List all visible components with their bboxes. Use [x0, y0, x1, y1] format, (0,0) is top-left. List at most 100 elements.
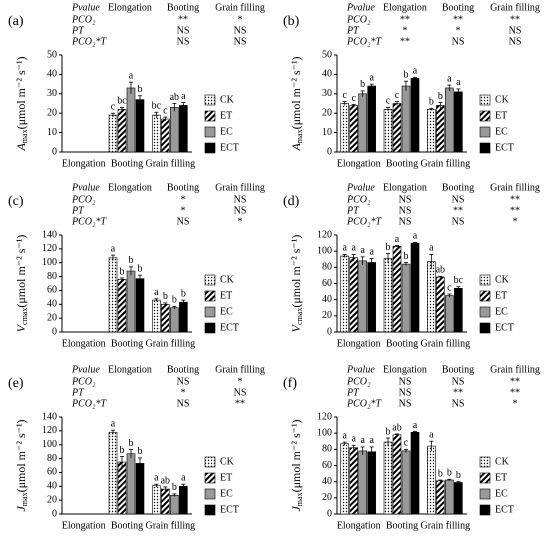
table-cell: * — [238, 376, 243, 387]
table-header: Elongation — [383, 364, 427, 375]
bar — [179, 301, 188, 333]
bar — [454, 91, 463, 153]
table-cell: * — [181, 194, 186, 205]
x-tick-label: Grain filling — [145, 520, 195, 531]
legend-label: CK — [495, 94, 510, 105]
y-tick-label: 40 — [322, 69, 332, 80]
significance-letter: a — [342, 430, 347, 441]
bar — [349, 105, 358, 153]
table-header: Pvalue — [71, 364, 100, 375]
significance-letter: b — [163, 291, 168, 302]
error-bar — [138, 274, 142, 283]
error-bar — [138, 457, 142, 469]
error-bar — [342, 441, 347, 446]
x-tick-label: Elongation — [62, 520, 106, 531]
significance-letter: b — [438, 468, 443, 479]
legend-label: EC — [495, 306, 508, 317]
table-row-label: PCO₂*T — [346, 216, 382, 227]
table-cell: ** — [453, 205, 463, 216]
bar — [152, 485, 161, 515]
significance-letter: b — [129, 255, 134, 266]
y-tick-label: 0 — [327, 146, 332, 157]
significance-letter: a — [129, 70, 134, 81]
y-label-subscript: max — [20, 129, 29, 143]
table-header: Elongation — [108, 364, 152, 375]
error-bar — [429, 107, 434, 111]
legend-swatch — [479, 504, 491, 516]
table-header: Elongation — [383, 182, 427, 193]
table-cell: NS — [509, 25, 522, 36]
significance-letter: b — [447, 468, 452, 479]
y-label-unit: (μmol m⁻² s⁻¹) — [289, 235, 303, 308]
bar — [108, 114, 118, 153]
x-tick-label: Booting — [386, 338, 418, 349]
y-tick-label: 10 — [322, 127, 332, 138]
bar — [445, 87, 454, 153]
table-row-label: PCO₂*T — [71, 398, 107, 409]
significance-letter: a — [447, 73, 452, 84]
table-cell: NS — [399, 194, 412, 205]
table-cell: * — [238, 216, 243, 227]
bar — [135, 99, 145, 153]
bar — [126, 270, 136, 333]
bar — [126, 453, 136, 515]
error-bar — [386, 106, 390, 112]
y-axis-label: Vcmax(μmol m⁻² s⁻¹) — [289, 235, 304, 333]
legend-swatch — [204, 306, 216, 318]
table-header: Grain filling — [490, 2, 540, 13]
y-axis-label: Jmax(μmol m⁻² s⁻¹) — [14, 419, 29, 511]
bar — [427, 445, 436, 515]
table-row-label: PT — [71, 205, 85, 216]
table-header: Elongation — [108, 182, 152, 193]
error-bar — [342, 253, 347, 258]
error-bar — [129, 266, 133, 276]
significance-letter: b — [438, 91, 443, 102]
bar — [401, 450, 411, 515]
table-cell: * — [181, 387, 186, 398]
legend-label: ECT — [495, 322, 514, 333]
table-row-label: PT — [346, 387, 360, 398]
error-bar — [395, 101, 399, 106]
table-header: Booting — [442, 182, 474, 193]
y-label-symbol: J — [14, 506, 28, 512]
legend-label: EC — [220, 488, 233, 499]
y-axis-label: Vcmax(μmol m⁻² s⁻¹) — [14, 235, 29, 333]
y-tick-label: 40 — [322, 476, 332, 487]
significance-letter: b — [181, 288, 186, 299]
bar — [454, 288, 463, 333]
error-bar — [413, 76, 417, 80]
y-tick-label: 60 — [47, 285, 57, 296]
significance-letter: bc — [152, 101, 162, 112]
y-label-unit: (μmol m⁻² s⁻¹) — [14, 56, 28, 129]
error-bar — [181, 299, 186, 305]
bar — [152, 299, 161, 333]
table-row-label: PCO₂*T — [71, 216, 107, 227]
y-tick-label: 20 — [47, 312, 57, 323]
legend-label: CK — [495, 456, 510, 467]
panel-label: (e) — [8, 376, 24, 391]
significance-letter: bc — [454, 275, 464, 286]
legend-swatch — [479, 126, 491, 138]
table-header: Booting — [442, 2, 474, 13]
significance-letter: b — [360, 79, 365, 90]
significance-letter: a — [369, 72, 374, 83]
significance-letter: b — [429, 97, 434, 108]
significance-letter: b — [138, 446, 143, 457]
error-bar — [181, 483, 186, 489]
significance-letter: a — [456, 77, 461, 88]
significance-letter: ab — [392, 422, 401, 433]
error-bar — [456, 481, 461, 484]
legend-label: CK — [220, 94, 235, 105]
table-cell: ** — [400, 14, 410, 25]
table-cell: ** — [453, 14, 463, 25]
table-header: Grain filling — [490, 364, 540, 375]
x-tick-label: Elongation — [62, 338, 106, 349]
error-bar — [447, 293, 452, 298]
bar — [401, 263, 411, 333]
error-bar — [129, 81, 133, 94]
table-cell: * — [403, 25, 408, 36]
bar — [170, 494, 179, 515]
significance-letter: ab — [170, 92, 179, 103]
error-bar — [351, 104, 356, 107]
x-tick-label: Booting — [111, 158, 143, 169]
